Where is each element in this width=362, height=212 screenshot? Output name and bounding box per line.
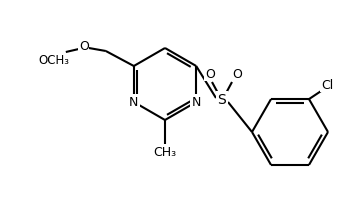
- Text: O: O: [205, 67, 215, 81]
- Text: O: O: [79, 40, 89, 53]
- Text: N: N: [129, 95, 139, 109]
- Text: OCH₃: OCH₃: [38, 53, 70, 67]
- Text: S: S: [218, 93, 226, 107]
- Text: N: N: [191, 95, 201, 109]
- Text: Cl: Cl: [321, 79, 333, 92]
- Text: CH₃: CH₃: [153, 145, 177, 159]
- Text: O: O: [232, 67, 242, 81]
